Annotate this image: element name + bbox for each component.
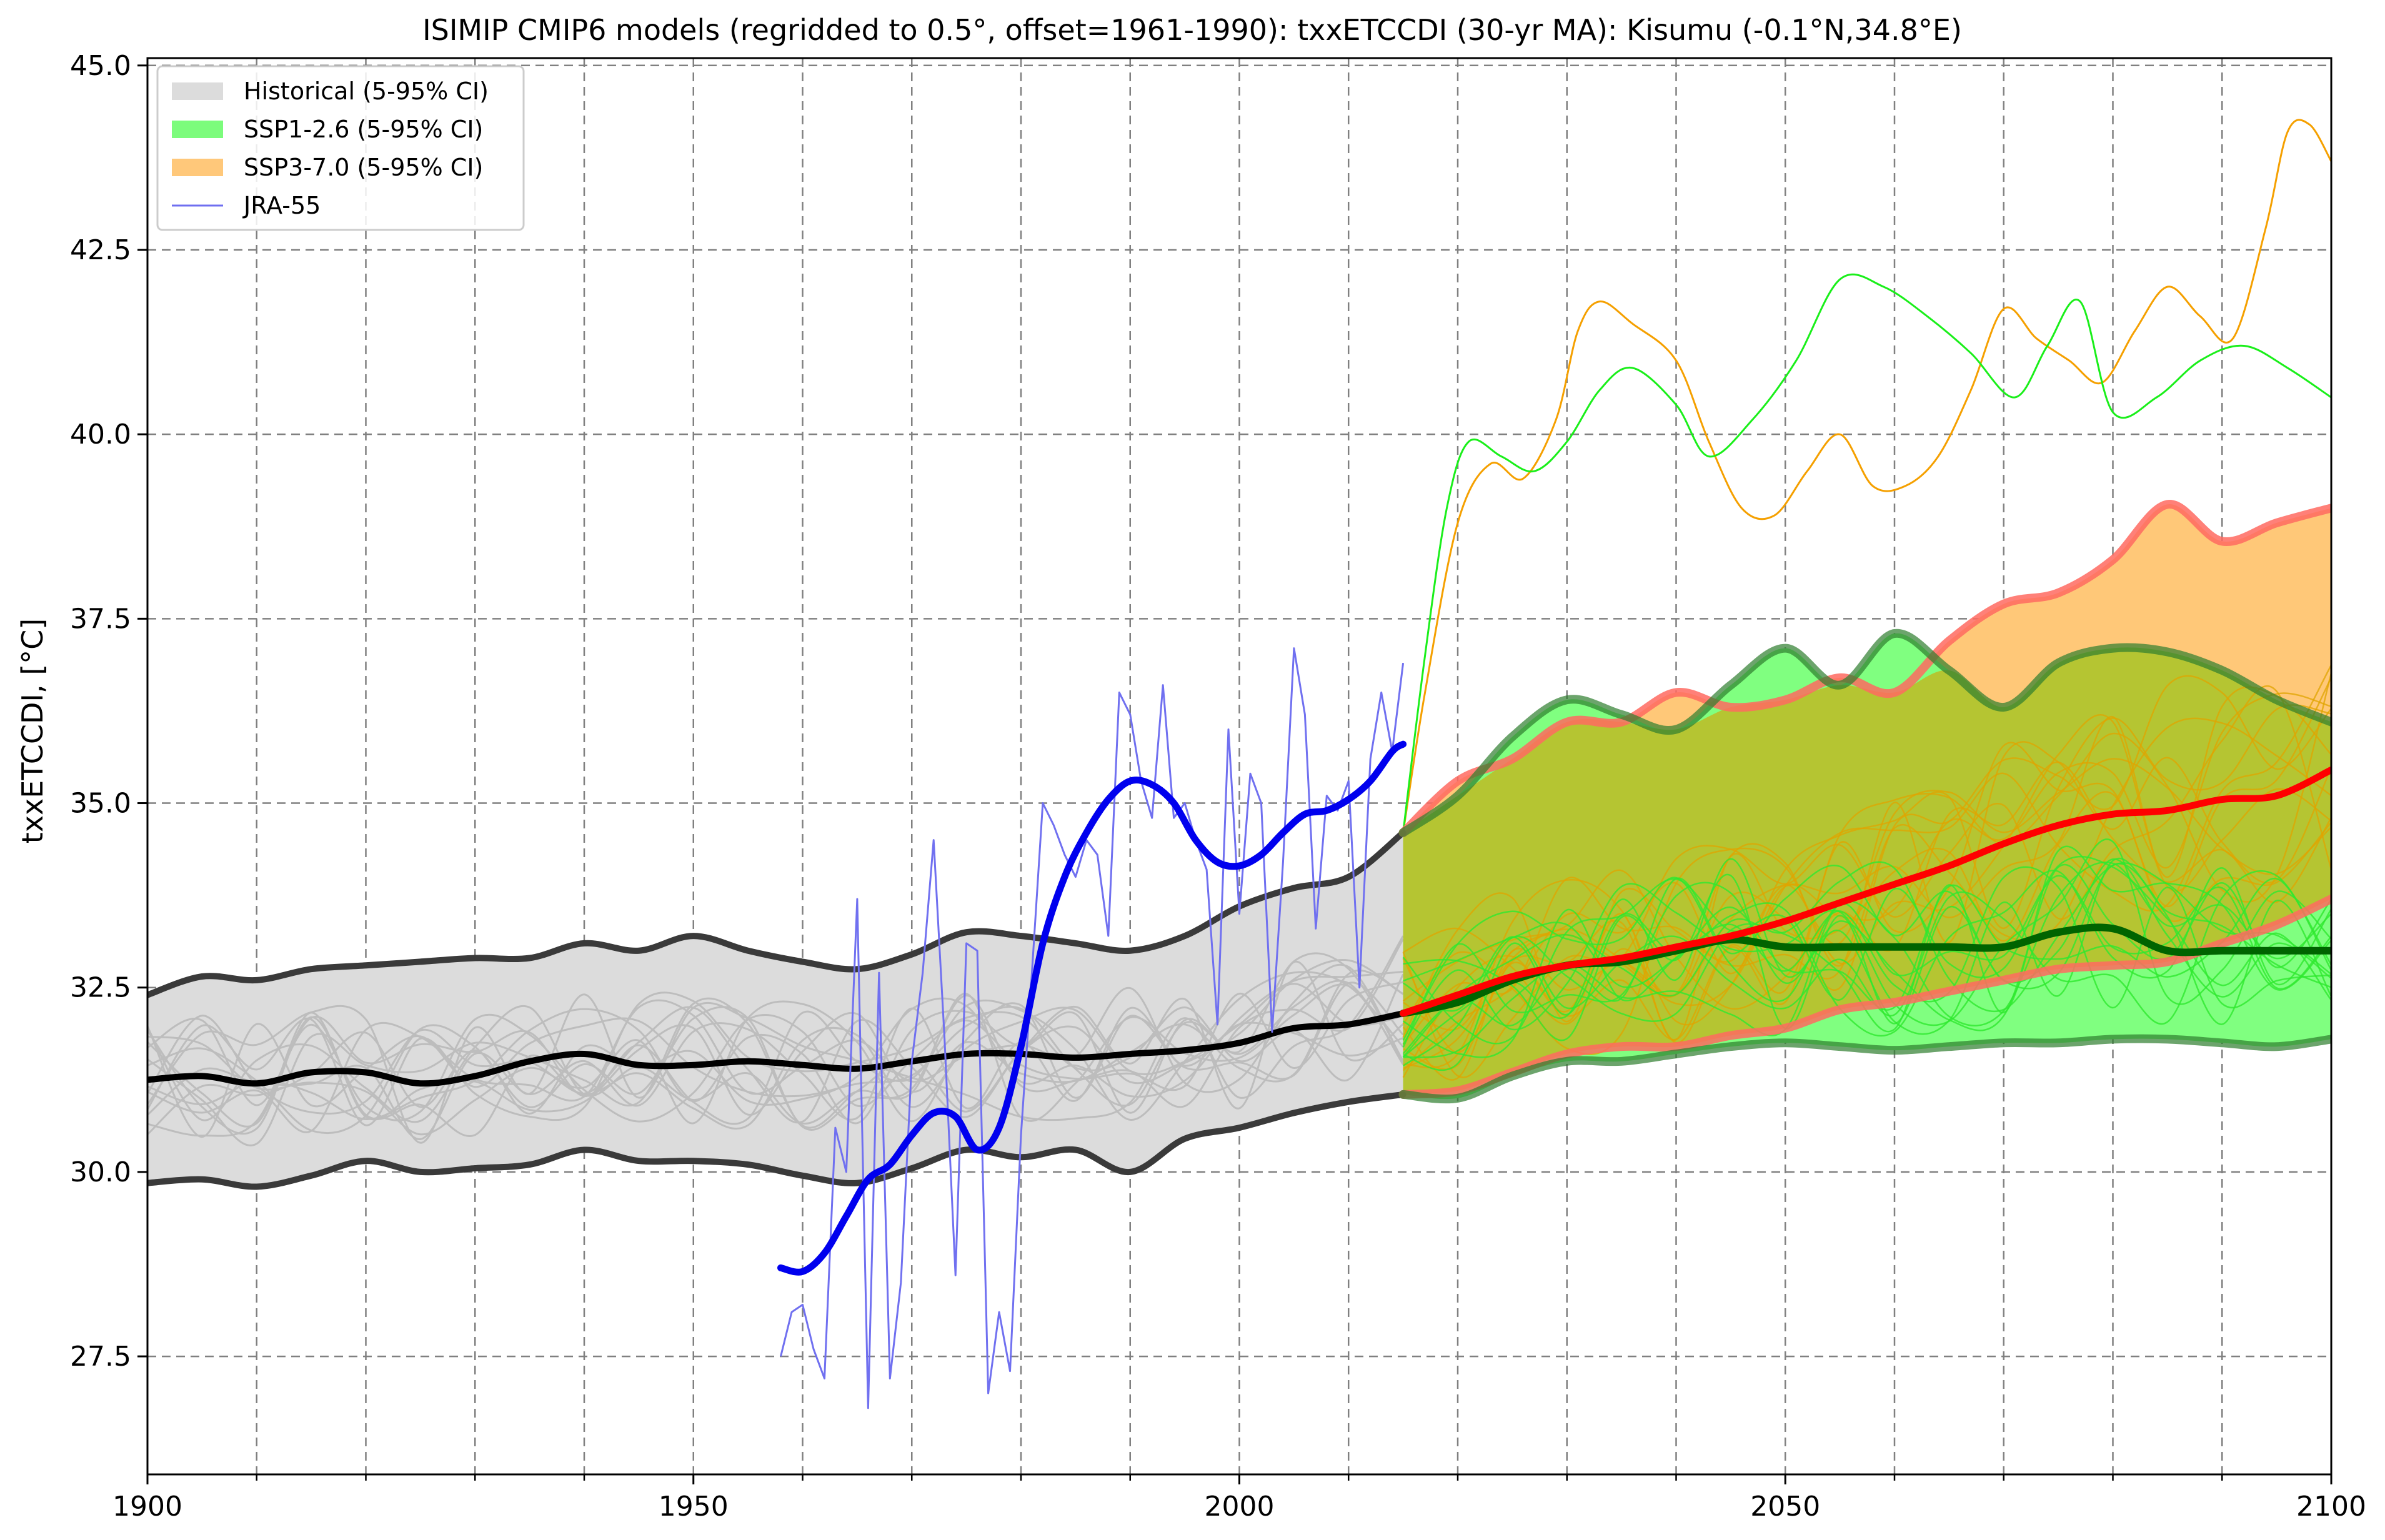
ssp126-member-line [1402,838,2331,1045]
y-tick-label: 42.5 [70,234,131,266]
historical-member-line [147,963,1404,1133]
legend-frame [156,65,525,231]
x-tick-label: 1950 [659,1491,729,1523]
ssp370-outlier-line [1402,119,2331,833]
historical-member-line [147,970,1403,1135]
ssp126-member-line [1403,867,2331,1071]
ssp126-member-line [1402,862,2331,1041]
y-tick-label: 37.5 [70,603,131,635]
ssp370-member-line [1403,704,2331,1069]
y-tick-label: 35.0 [70,788,131,820]
legend-label: Historical (5-95% CI) [244,77,489,105]
ssp370-lower-edge [1398,895,2331,1099]
historical-upper-edge [147,829,1407,998]
x-tick-label: 2000 [1205,1491,1275,1523]
historical-lower-edge [147,1091,1407,1190]
ssp126-upper-edge [1398,628,2331,837]
historical-member-line [147,981,1404,1136]
historical-member-line [147,935,1404,1144]
y-axis-label: txxETCCDI, [°C] [16,618,49,843]
historical-member-line [147,980,1404,1138]
ssp370-member-line [1402,692,2331,1071]
y-tick-label: 40.0 [70,419,131,450]
historical-member-line [147,938,1404,1135]
ssp370-upper-edge [1398,500,2331,837]
ssp126-member-line [1403,878,2331,1011]
legend: Historical (5-95% CI) SSP1-2.6 (5-95% CI)… [156,65,525,231]
ssp126-member-line [1402,858,2331,1055]
ssp370-member-line [1403,664,2331,1070]
y-tick-label: 45.0 [70,50,131,82]
ssp370-mean-line [1400,766,2331,1017]
legend-swatch [172,121,223,138]
legend-swatch [172,82,223,100]
historical-member-line [147,971,1404,1137]
x-tick-label: 1900 [112,1491,182,1523]
axes: 1900 1950 2000 2050 2100 27.5 30.0 32.5 35.0 37.5… [70,50,2366,1523]
legend-label: JRA-55 [242,192,321,219]
ssp126-member-line [1402,861,2331,1058]
historical-mean-line [147,1010,1407,1087]
ssp370-member-line [1402,741,2331,1038]
series-layer [147,119,2331,1409]
legend-label: SSP1-2.6 (5-95% CI) [244,116,483,143]
ssp126-lower-edge [1398,1034,2331,1104]
ssp126-member-line [1402,858,2331,1058]
y-tick-label: 27.5 [70,1341,131,1373]
jra55-smoothed-line [777,740,1407,1276]
historical-ci-band [147,832,1403,1187]
ssp126-outlier-line [1402,273,2331,833]
jra55-annual-line [780,647,1405,1409]
ssp126-member-line [1402,855,2331,1045]
ssp370-member-line [1402,758,2331,1046]
historical-member-line [147,960,1404,1146]
ssp370-member-line [1403,717,2331,1025]
y-tick-label: 32.5 [70,972,131,1004]
ssp-overlap-band [1403,647,2331,1095]
y-tick-label: 30.0 [70,1156,131,1188]
ssp126-member-line [1402,866,2331,1058]
legend-swatch [172,159,223,176]
legend-label: SSP3-7.0 (5-95% CI) [244,154,483,181]
chart-title: ISIMIP CMIP6 models (regridded to 0.5°, … [422,13,1962,47]
x-tick-label: 2100 [2296,1491,2366,1523]
x-tick-label: 2050 [1750,1491,1820,1523]
